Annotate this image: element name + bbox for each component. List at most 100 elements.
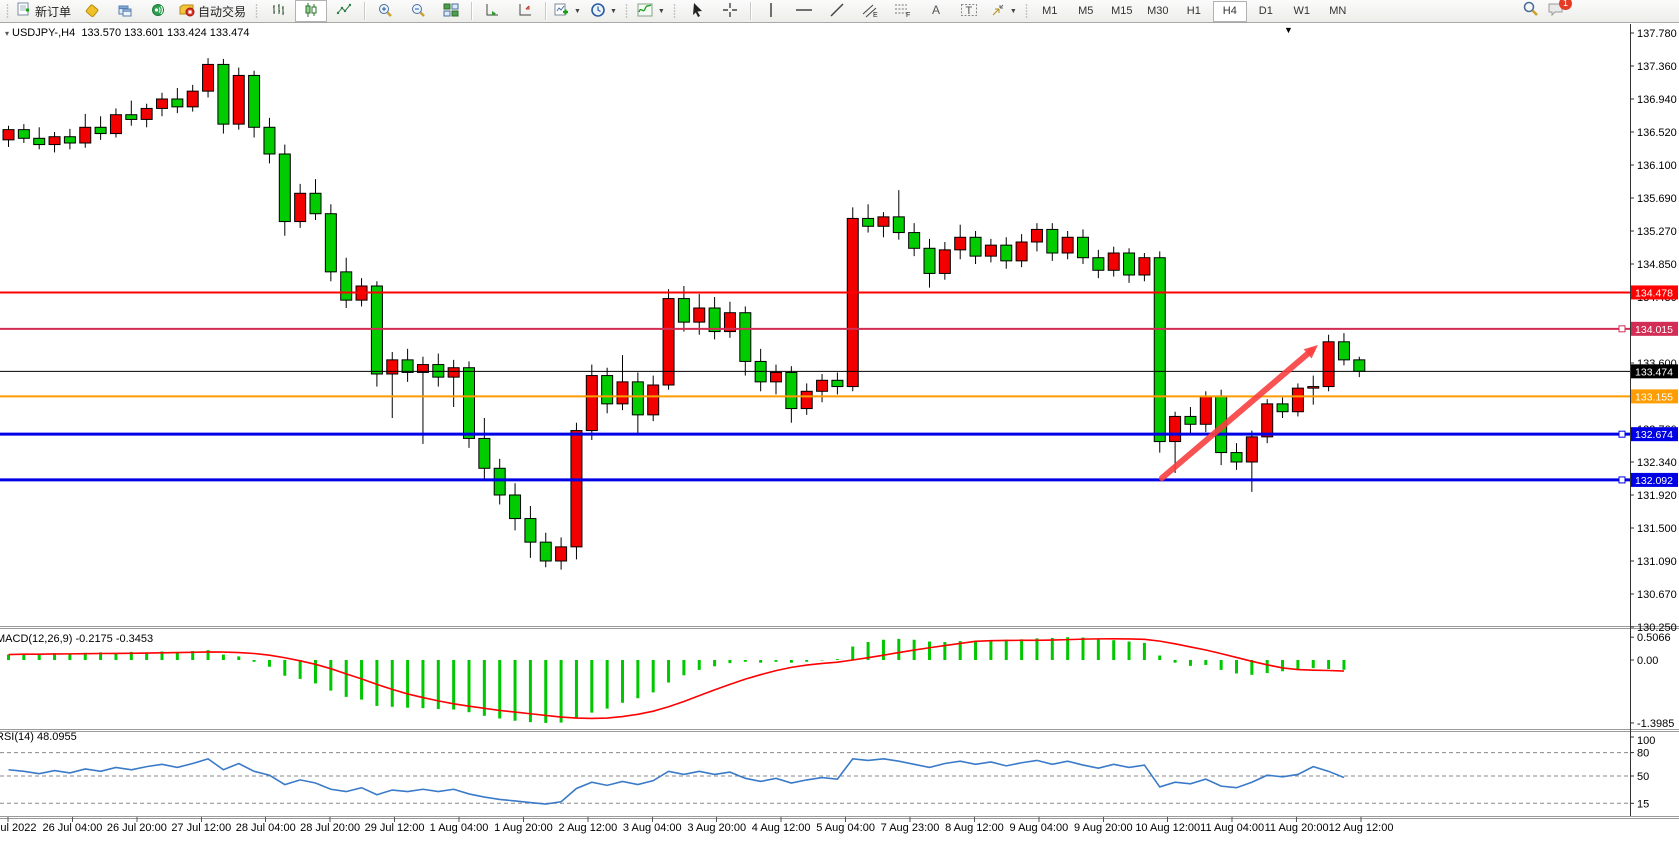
candlestick [156,98,168,109]
pane-separators[interactable] [0,626,1679,819]
price-label-box [1631,389,1678,404]
macd-signal-line [8,638,1344,720]
new-order-button[interactable]: 新订单 [13,0,75,22]
candlestick [677,298,690,323]
horizontal-line-icon [795,2,813,21]
fibonacci-tool-button[interactable]: F [887,0,919,22]
date-label: 7 Aug 23:00 [881,822,940,834]
chart-shift-button[interactable] [509,0,541,22]
auto-trading-label: 自动交易 [198,4,247,19]
timeframe-button-mn[interactable]: MN [1329,5,1347,17]
candlestick [938,249,951,274]
cursor-button[interactable] [681,0,713,22]
timeframe-button-w1[interactable]: W1 [1293,5,1311,17]
svg-text:136.520: 136.520 [1637,127,1677,139]
rsi-name: RSI(14) [0,731,34,743]
signals-button[interactable] [142,0,174,22]
candlestick [1353,359,1366,372]
chart-ohlc-values: 133.570 133.601 133.424 133.474 [81,27,250,39]
toolbar-grip[interactable] [4,3,10,19]
tile-windows-button[interactable] [435,0,467,22]
line-chart-button[interactable] [328,0,360,22]
timeframe-button-h4[interactable]: H4 [1212,0,1247,22]
notifications-button[interactable]: 1 [1547,0,1572,22]
candlestick [647,384,660,416]
candlestick [125,114,138,120]
price-label-text: 132.092 [1635,475,1673,487]
zoom-out-button[interactable] [402,0,434,22]
svg-text:137.360: 137.360 [1637,61,1677,73]
date-label: 28 Jul 20:00 [300,822,360,834]
candlestick [739,312,752,362]
candlestick [631,381,644,416]
candlestick [1245,436,1258,463]
candlestick [1061,236,1074,254]
candlestick [1291,387,1304,413]
hline-drag-handle[interactable] [1618,325,1626,333]
auto-trading-icon [179,2,195,21]
auto-trading-button[interactable]: 自动交易 [175,0,250,22]
text-label-tool-button[interactable]: T [953,0,985,22]
indicators-button[interactable]: ▼ [633,0,669,22]
hline-drag-handle[interactable] [1618,430,1626,438]
timeframe-button-m15[interactable]: M15 [1111,5,1133,17]
search-icon[interactable] [1522,0,1539,22]
svg-text:E: E [873,12,878,18]
candlestick [1184,415,1197,425]
timeframe-button-d1[interactable]: D1 [1258,5,1273,17]
hline-drag-handle[interactable] [1618,476,1626,484]
candlestick [846,217,859,388]
charts-window-button[interactable] [109,0,141,22]
metaeditor-button[interactable] [76,0,108,22]
auto-scroll-button[interactable] [476,0,508,22]
candlestick [1138,257,1151,276]
svg-text:0.00: 0.00 [1637,655,1658,667]
timeframe-button-h1[interactable]: H1 [1186,5,1201,17]
new-chart-button[interactable]: ▼ [550,0,585,22]
zoom-in-button[interactable] [369,0,401,22]
candlestick-chart-button[interactable] [295,0,328,22]
date-label: 11 Aug 20:00 [1265,822,1329,834]
candlestick [1153,257,1166,443]
price-label-text: 132.674 [1635,429,1673,441]
toolbar-grip[interactable] [671,3,678,19]
svg-text:A: A [932,3,940,17]
trendline-tool-button[interactable] [821,0,853,22]
price-label-box [1631,427,1678,442]
toolbar-grip[interactable] [1023,3,1030,19]
toolbar-grip[interactable] [253,3,260,19]
svg-text:136.940: 136.940 [1637,94,1677,106]
horizontal-line-tool-button[interactable] [788,0,820,22]
crosshair-button[interactable] [714,0,746,22]
candlestick [340,271,353,301]
vertical-line-tool-button[interactable] [755,0,787,22]
svg-text:135.270: 135.270 [1637,226,1677,238]
candlestick [831,379,844,388]
date-label: 29 Jul 12:00 [365,822,425,834]
candlestick [1307,386,1320,389]
candlestick [984,244,997,257]
timeframe-button-m1[interactable]: M1 [1042,5,1058,17]
trend-arrow-annotation[interactable] [1159,345,1318,481]
candlestick [186,90,199,108]
chart-collapse-icon[interactable]: ▾ [5,29,10,38]
tile-windows-icon [443,2,459,21]
bar-chart-button[interactable] [262,0,294,22]
toolbar-grip[interactable] [623,3,630,19]
date-label: 5 Aug 04:00 [816,822,875,834]
candlestick [1123,252,1136,276]
chart-shift-marker[interactable]: ▼ [1284,25,1293,35]
date-label: 26 Jul 04:00 [42,822,102,834]
svg-text:136.100: 136.100 [1637,160,1677,172]
date-label: 9 Aug 04:00 [1010,822,1069,834]
text-tool-button[interactable]: A [920,0,952,22]
periods-button[interactable]: ▼ [586,0,621,22]
arrows-tool-button[interactable]: ▼ [986,0,1021,22]
rsi-value: 48.0955 [36,731,77,743]
equidistant-channel-tool-button[interactable]: E [854,0,886,22]
timeframe-button-m30[interactable]: M30 [1147,5,1169,17]
candlestick [1199,395,1212,425]
timeframe-button-m5[interactable]: M5 [1078,5,1094,17]
new-order-icon [17,2,32,20]
candlestick [708,307,721,333]
